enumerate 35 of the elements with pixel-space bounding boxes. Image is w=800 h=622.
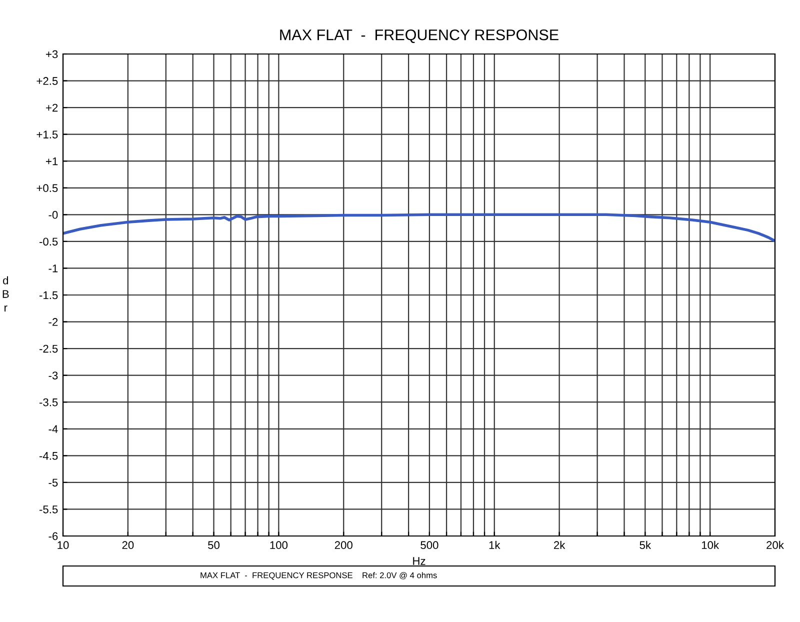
x-tick-label: 5k bbox=[640, 540, 652, 550]
x-tick-label: 10 bbox=[58, 541, 69, 550]
x-tick-label: 10k bbox=[702, 540, 720, 550]
x-tick-label: 200 bbox=[334, 541, 352, 550]
y-tick-label: -4.5 bbox=[39, 452, 58, 460]
x-tick-label: 100 bbox=[270, 541, 288, 550]
y-tick-label: +2.5 bbox=[36, 77, 58, 85]
x-axis-title: Hz bbox=[413, 557, 426, 565]
x-tick-label: 2k bbox=[554, 540, 566, 549]
x-tick-label: 1k bbox=[489, 540, 500, 549]
y-tick-label: -3.5 bbox=[39, 398, 58, 406]
y-tick-label: -3 bbox=[48, 372, 58, 380]
y-tick-label: -5 bbox=[48, 478, 58, 487]
y-tick-label: -1 bbox=[48, 264, 58, 272]
y-tick-label: +3 bbox=[46, 50, 58, 58]
y-axis-title: dBr bbox=[2, 276, 9, 312]
y-tick-label: +0.5 bbox=[36, 184, 58, 192]
y-tick-label: +1.5 bbox=[36, 130, 58, 138]
y-tick-label: -6 bbox=[48, 532, 58, 540]
chart-title: MAX FLAT - FREQUENCY RESPONSE bbox=[280, 29, 558, 43]
text: MAX FLAT - FREQUENCY RESPONSE bbox=[200, 572, 352, 580]
y-tick-label: -2.5 bbox=[39, 344, 58, 353]
y-tick-label: -1.5 bbox=[39, 291, 58, 300]
y-tick-label: -0.5 bbox=[39, 238, 58, 246]
y-tick-label: -5.5 bbox=[39, 506, 58, 514]
y-tick-label: -0 bbox=[48, 210, 58, 219]
x-tick-label: 20 bbox=[122, 541, 134, 550]
text: Ref: 2.0V @ 4 ohms bbox=[362, 572, 437, 580]
y-tick-label: +2 bbox=[46, 104, 58, 112]
y-tick-label: -4 bbox=[48, 425, 58, 433]
y-tick-label: -2 bbox=[48, 318, 58, 326]
x-tick-label: 50 bbox=[208, 541, 220, 550]
x-tick-label: 20k bbox=[766, 540, 784, 550]
x-tick-label: 500 bbox=[420, 541, 438, 550]
y-tick-label: +1 bbox=[46, 157, 58, 166]
